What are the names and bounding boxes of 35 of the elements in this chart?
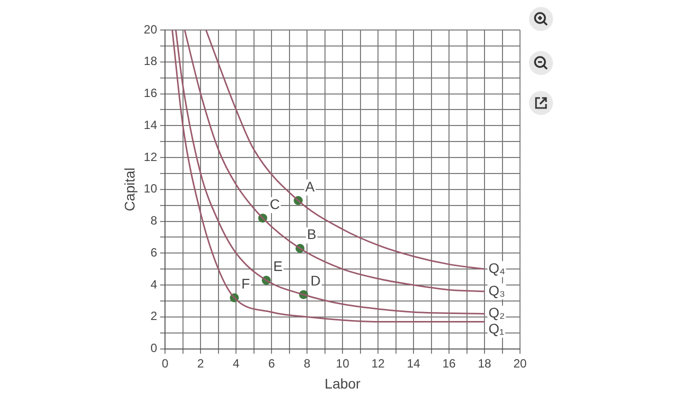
y-tick-label: 2 (150, 309, 158, 324)
series-label: Q₃ (488, 282, 506, 298)
line-series (205, 30, 486, 270)
y-tick-label: 10 (144, 182, 158, 196)
x-tick-label: 16 (442, 356, 456, 370)
y-tick-label: 6 (150, 245, 158, 260)
y-tick-label: 16 (144, 86, 158, 100)
x-tick-label: 10 (336, 356, 350, 370)
y-tick-label: 14 (144, 118, 158, 132)
series-label: Q₁ (488, 320, 504, 337)
series-label: Q₄ (488, 260, 506, 276)
annotation: B (306, 226, 316, 242)
x-tick-label: 12 (371, 356, 386, 370)
x-tick-label: 2 (197, 356, 204, 370)
y-tick-label: 4 (150, 277, 158, 292)
annotation: F (241, 276, 250, 292)
x-tick-label: 18 (478, 356, 492, 370)
y-tick-label: 18 (144, 54, 158, 68)
y-tick-label: 0 (150, 341, 158, 356)
y-tick-label: 8 (150, 214, 158, 228)
series-label: Q₂ (488, 304, 505, 321)
annotation: D (310, 272, 321, 288)
x-tick-label: 14 (406, 356, 421, 370)
annotation: C (270, 196, 280, 212)
annotation: E (273, 258, 283, 274)
x-tick-label: 6 (268, 356, 276, 370)
x-axis-title: Labor (324, 375, 361, 392)
x-tick-label: 20 (513, 356, 527, 370)
y-tick-label: 20 (144, 22, 158, 36)
x-tick-label: 0 (162, 356, 169, 370)
x-tick-label: 4 (232, 356, 240, 370)
y-axis-title: Capital (121, 168, 138, 212)
y-tick-label: 12 (144, 150, 158, 164)
x-tick-label: 8 (304, 356, 311, 370)
annotation: A (305, 178, 316, 194)
